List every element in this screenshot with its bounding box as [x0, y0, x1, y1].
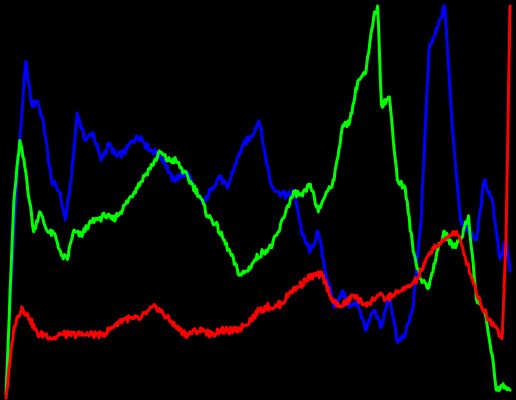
series-layer [4, 4, 512, 400]
series-line-1 [4, 4, 512, 396]
series-line-2 [4, 4, 512, 400]
series-line-0 [4, 4, 512, 388]
